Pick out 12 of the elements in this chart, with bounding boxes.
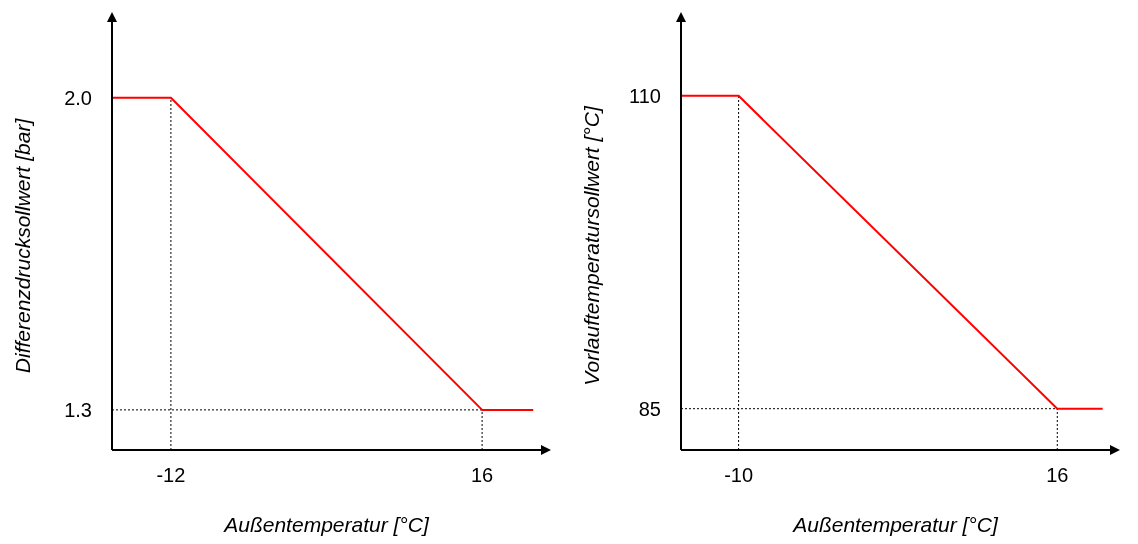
x-axis-title: Außentemperatur [°C] (222, 513, 430, 536)
x-tick-label: 16 (1046, 464, 1069, 486)
x-tick-label: -10 (724, 464, 754, 486)
x-axis-title: Außentemperatur [°C] (791, 513, 999, 536)
y-axis-title: Differenzdrucksollwert [bar] (11, 117, 34, 374)
x-tick-label: -12 (156, 464, 186, 486)
y-tick-label: 1.3 (64, 398, 92, 421)
y-axis-title: Vorlauftemperatursollwert [°C] (580, 105, 603, 386)
x-tick-label: 16 (470, 464, 494, 486)
y-tick-label: 85 (638, 397, 661, 420)
y-tick-label: 110 (629, 84, 661, 107)
y-tick-label: 2.0 (64, 86, 92, 109)
